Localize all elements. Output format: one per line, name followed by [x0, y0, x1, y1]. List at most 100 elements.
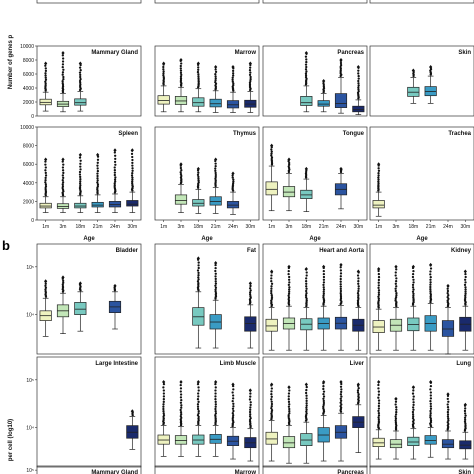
outlier-point — [196, 405, 200, 408]
outlier-point — [96, 169, 100, 173]
subplot-frame — [154, 126, 260, 221]
outlier-point — [463, 409, 467, 413]
outlier-point — [356, 389, 360, 392]
outlier-point — [214, 177, 217, 180]
outlier-point — [197, 177, 200, 180]
outlier-max-point — [270, 269, 274, 274]
outlier-point — [231, 391, 234, 394]
outlier-point — [394, 403, 397, 406]
outlier-point — [197, 410, 200, 413]
subplot-title: Thymus — [233, 131, 257, 137]
box-iqr — [389, 439, 403, 449]
outlier-point — [412, 401, 415, 404]
outlier-point — [180, 413, 183, 416]
outlier-point — [270, 277, 273, 280]
subplot-title: Limb Muscle — [220, 361, 257, 367]
subplot-marrow: Marrow — [154, 465, 260, 474]
outlier-point — [162, 392, 166, 395]
outlier-point — [305, 397, 308, 400]
box-24m — [334, 58, 348, 114]
outlier-point — [270, 400, 273, 403]
outlier-point — [339, 291, 342, 295]
box-3m — [174, 58, 188, 113]
outlier-point — [377, 272, 380, 276]
outlier-max-point — [231, 171, 235, 176]
outlier-max-point — [411, 264, 415, 269]
outlier-point — [463, 283, 467, 287]
outlier-point — [357, 88, 360, 91]
outlier-point — [179, 166, 183, 170]
outlier-point — [377, 418, 380, 421]
box-30m — [459, 269, 472, 351]
outlier-point — [377, 387, 380, 390]
cropped-row-strip — [262, 0, 368, 4]
outlier-point — [322, 403, 325, 407]
outlier-point — [377, 404, 381, 408]
subplot-title: Skin — [458, 470, 471, 474]
outlier-point — [249, 66, 252, 69]
outlier-point — [214, 407, 217, 411]
outlier-point — [131, 158, 134, 162]
box-3m — [56, 275, 70, 334]
outlier-point — [61, 285, 65, 288]
outlier-point — [429, 295, 432, 298]
outlier-point — [377, 390, 381, 393]
outlier-point — [357, 289, 360, 293]
outlier-point — [322, 278, 326, 281]
box-iqr — [209, 98, 222, 108]
outlier-point — [79, 168, 82, 171]
outlier-point — [96, 177, 99, 180]
outlier-point — [429, 293, 433, 297]
outlier-point — [131, 180, 134, 183]
outlier-point — [231, 415, 235, 419]
outlier-point — [79, 159, 82, 162]
subplot-title: Skin — [458, 50, 471, 56]
outlier-point — [464, 296, 467, 299]
x-axis-label-a: Age — [201, 236, 213, 242]
outlier-point — [62, 279, 65, 282]
outlier-max-point — [394, 264, 398, 269]
outlier-point — [429, 278, 432, 281]
outlier-point — [377, 183, 380, 187]
outlier-point — [322, 395, 326, 398]
x-axis-label-a: Age — [416, 236, 428, 242]
outlier-max-point — [214, 261, 218, 266]
outlier-point — [447, 400, 450, 403]
outlier-max-point — [411, 385, 415, 390]
outlier-point — [305, 394, 308, 397]
outlier-point — [339, 65, 342, 69]
subplot-tongue: Tongue 1m 3m 18m 21m 24m 30m — [262, 126, 368, 230]
outlier-point — [429, 417, 433, 421]
panel-b: Bladder 10⁵ 10⁴ Fat Heart and Aorta Kidney Lar… — [8, 243, 474, 474]
x-tick-label: 30m — [245, 224, 255, 230]
outlier-point — [357, 387, 360, 390]
outlier-point — [232, 397, 235, 400]
outlier-point — [377, 169, 381, 172]
outlier-point — [429, 405, 432, 408]
subplot-frame — [154, 243, 260, 355]
y-tick-label: 10⁴ — [26, 426, 34, 432]
outlier-point — [231, 80, 234, 83]
box-3m — [56, 51, 70, 113]
outlier-point — [214, 417, 217, 420]
y-tick-label: 4000 — [23, 86, 34, 92]
outlier-point — [197, 276, 200, 279]
outlier-max-point — [304, 51, 308, 55]
outlier-max-point — [304, 382, 308, 387]
outlier-point — [377, 393, 381, 396]
outlier-point — [113, 185, 116, 189]
outlier-point — [339, 393, 343, 396]
y-tick-label: 6000 — [23, 162, 34, 168]
outlier-point — [288, 389, 291, 392]
outlier-point — [429, 281, 432, 284]
outlier-point — [214, 286, 218, 289]
box-iqr — [441, 320, 455, 337]
outlier-point — [44, 290, 47, 293]
outlier-point — [304, 68, 308, 71]
subplot-title: Pancreas — [337, 470, 364, 474]
outlier-point — [197, 400, 200, 403]
outlier-point — [304, 63, 308, 66]
outlier-max-point — [231, 382, 235, 387]
outlier-point — [131, 155, 134, 159]
outlier-point — [394, 415, 397, 418]
